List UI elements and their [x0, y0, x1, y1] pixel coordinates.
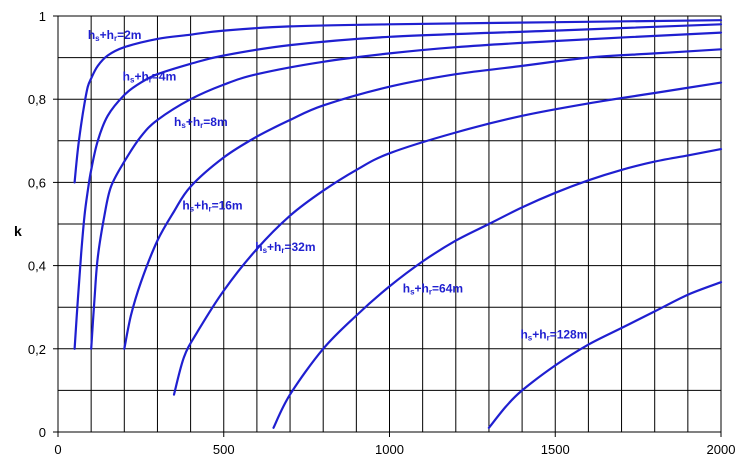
- series-line-6: [272, 148, 723, 429]
- series-label-text: +h: [186, 115, 200, 129]
- series-label-1: hs+hr=2m: [88, 28, 142, 43]
- series-line-7: [487, 281, 723, 429]
- x-tick-label: 1500: [541, 442, 570, 457]
- y-tick-label: 0: [39, 425, 46, 440]
- series-label-text: =2m: [117, 28, 141, 42]
- series-label-text: h: [174, 115, 181, 129]
- series-label-subscript: r: [281, 246, 284, 255]
- x-tick-label: 0: [54, 442, 61, 457]
- series-label-text: =64m: [432, 282, 463, 296]
- series-label-text: h: [403, 282, 410, 296]
- series-label-subscript: r: [208, 204, 211, 213]
- series-label-subscript: s: [95, 34, 100, 43]
- x-tick-label: 1000: [375, 442, 404, 457]
- series-label-text: +h: [134, 69, 148, 83]
- y-axis-label: k: [14, 223, 22, 239]
- series-label-subscript: s: [181, 121, 186, 130]
- series-line-3: [90, 31, 723, 350]
- y-tick-label: 0,8: [28, 92, 46, 107]
- x-axis-ticks: 0 500 1000 1500 2000: [54, 432, 735, 457]
- series-label-subscript: s: [410, 288, 415, 297]
- series-label-text: +h: [194, 198, 208, 212]
- series-label-text: h: [182, 198, 189, 212]
- series-label-text: =16m: [212, 198, 243, 212]
- series-label-text: h: [520, 327, 527, 341]
- series-label-subscript: s: [130, 75, 135, 84]
- series-label-text: h: [123, 69, 130, 83]
- y-tick-label: 0,6: [28, 175, 46, 190]
- series-label-subscript: r: [149, 75, 152, 84]
- series-label-text: +h: [100, 28, 114, 42]
- y-tick-label: 0,4: [28, 259, 46, 274]
- series-label-subscript: s: [528, 333, 533, 342]
- series-label-subscript: r: [200, 121, 203, 130]
- series-label-subscript: s: [190, 204, 195, 213]
- series-label-subscript: r: [547, 333, 550, 342]
- series-label-text: +h: [415, 282, 429, 296]
- series-label-text: h: [255, 240, 262, 254]
- series-label-text: +h: [267, 240, 281, 254]
- y-tick-label: 1: [39, 9, 46, 24]
- series-line-4: [123, 48, 723, 350]
- series-label-subscript: s: [263, 246, 268, 255]
- series-label-2: hs+hr=4m: [123, 69, 177, 84]
- x-tick-label: 500: [213, 442, 235, 457]
- x-tick-label: 2000: [707, 442, 736, 457]
- series-label-text: =8m: [203, 115, 227, 129]
- series-label-text: =128m: [550, 327, 588, 341]
- series-label-4: hs+hr=16m: [182, 198, 242, 213]
- series-line-1: [73, 19, 723, 184]
- y-axis-ticks: 0 0,2 0,4 0,6 0,8 1: [28, 9, 58, 440]
- series-line-2: [73, 23, 723, 350]
- series-label-text: +h: [532, 327, 546, 341]
- series-label-subscript: r: [114, 34, 117, 43]
- series-label-7: hs+hr=128m: [520, 327, 587, 342]
- series-line-5: [172, 81, 723, 396]
- series-label-text: h: [88, 28, 95, 42]
- series-labels: hs+hr=2mhs+hr=4mhs+hr=8mhs+hr=16mhs+hr=3…: [88, 28, 588, 343]
- series-label-5: hs+hr=32m: [255, 240, 315, 255]
- y-tick-label: 0,2: [28, 342, 46, 357]
- series-label-6: hs+hr=64m: [403, 282, 463, 297]
- series-label-3: hs+hr=8m: [174, 115, 228, 130]
- series-label-text: =4m: [152, 69, 176, 83]
- series-label-text: =32m: [285, 240, 316, 254]
- series-lines: [73, 19, 723, 429]
- series-label-subscript: r: [429, 288, 432, 297]
